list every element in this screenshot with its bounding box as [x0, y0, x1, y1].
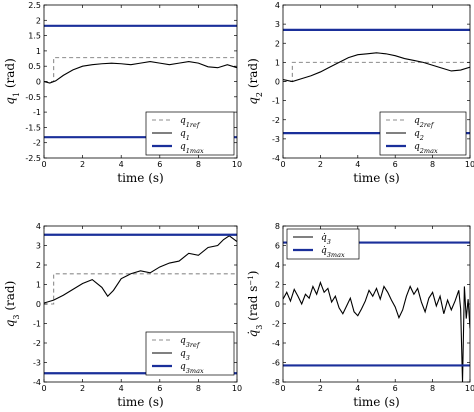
y-tick-label: 0.5 [28, 62, 41, 71]
y-tick-label: 4 [275, 261, 280, 270]
x-axis-label: time (s) [353, 171, 399, 185]
y-axis-label: q1 (rad) [3, 58, 21, 105]
legend-entry: q2 [414, 129, 424, 142]
y-tick-label: -3 [272, 135, 280, 144]
x-tick-label: 4 [119, 160, 124, 169]
legend-entry: q̇3max [321, 246, 345, 259]
y-tick-label: -1.5 [25, 123, 41, 132]
y-tick-label: 1.5 [28, 32, 41, 41]
x-axis-label: time (s) [117, 395, 163, 409]
x-tick-label: 6 [157, 384, 162, 393]
y-tick-label: -1 [33, 320, 41, 329]
legend-entry: q3 [180, 349, 190, 362]
y-tick-label: 8 [275, 222, 280, 231]
y-tick-label: 0 [36, 300, 41, 309]
y-tick-label: -2 [272, 116, 280, 125]
y-tick-label: -4 [272, 154, 280, 163]
y-tick-label: 2 [36, 16, 41, 25]
series-line-q1ref [44, 57, 237, 83]
y-tick-label: 4 [275, 1, 280, 10]
legend-entry: q̇3 [321, 233, 331, 246]
subplot-2: 0 2 4 6 8 10 -4 -3 -2 -1 0 1 2 3 4 time (s) q2 (rad) q2re… [246, 1, 474, 185]
y-axis-label: q2 (rad) [246, 58, 264, 105]
y-tick-label: 2 [36, 261, 41, 270]
y-tick-label: -2 [33, 339, 41, 348]
x-tick-label: 8 [196, 384, 201, 393]
y-tick-label: -6 [272, 359, 280, 368]
y-tick-label: 2 [275, 39, 280, 48]
x-tick-label: 10 [465, 160, 474, 169]
x-tick-label: 10 [465, 384, 474, 393]
y-tick-label: -1 [33, 108, 41, 117]
legend-entry: q1max [180, 142, 204, 155]
y-tick-label: 0 [275, 300, 280, 309]
x-tick-label: 6 [157, 160, 162, 169]
y-tick-label: 6 [275, 242, 280, 251]
y-tick-label: 3 [36, 242, 41, 251]
y-tick-label: 2.5 [28, 1, 41, 10]
subplot-1: 0 2 4 6 8 10 -2.5 -2 -1.5 -1 -0.5 0 0.5 1 1.5 2 2.5 time … [3, 1, 242, 185]
x-tick-label: 2 [80, 384, 85, 393]
x-tick-label: 4 [119, 384, 124, 393]
y-tick-label: -8 [272, 378, 280, 387]
y-tick-label: 4 [36, 222, 41, 231]
y-axis-label: q3 (rad) [3, 281, 21, 328]
x-tick-label: 2 [318, 160, 323, 169]
legend-entry: q2max [414, 142, 438, 155]
x-tick-label: 8 [196, 160, 201, 169]
x-tick-label: 2 [80, 160, 85, 169]
legend-entry: q1 [180, 129, 190, 142]
x-axis-label: time (s) [353, 395, 399, 409]
series-line-q3ref [44, 273, 237, 305]
x-tick-label: 10 [232, 160, 242, 169]
x-tick-label: 0 [41, 160, 46, 169]
y-tick-label: -4 [33, 378, 41, 387]
x-tick-label: 8 [430, 160, 435, 169]
x-tick-label: 2 [318, 384, 323, 393]
x-tick-label: 0 [280, 384, 285, 393]
y-tick-label: 3 [275, 20, 280, 29]
x-tick-label: 0 [280, 160, 285, 169]
subplot-4: 0 2 4 6 8 10 -8 -6 -4 -2 0 2 4 6 8 time (s) q̇3 (rad s−1… [246, 222, 474, 409]
y-tick-label: 0 [36, 78, 41, 87]
subplot-3: 0 2 4 6 8 10 -4 -3 -2 -1 0 1 2 3 4 time (s) q3 (rad) q3re… [3, 222, 242, 409]
y-tick-label: -3 [33, 359, 41, 368]
legend-entry: q1ref [180, 116, 201, 129]
y-axis-label: q̇3 (rad s−1) [246, 271, 264, 338]
legend-entry: q3max [180, 362, 204, 375]
legend-entry: q2ref [414, 116, 435, 129]
series-line-q3 [44, 235, 237, 304]
series-line-q2ref [283, 61, 470, 83]
series-line-q2 [283, 52, 470, 83]
y-tick-label: 0 [275, 78, 280, 87]
x-tick-label: 6 [393, 384, 398, 393]
y-tick-label: -2 [272, 320, 280, 329]
y-tick-label: -0.5 [25, 93, 41, 102]
y-tick-label: 1 [36, 47, 41, 56]
x-tick-label: 4 [355, 160, 360, 169]
y-tick-label: -2.5 [25, 154, 41, 163]
x-tick-label: 0 [41, 384, 46, 393]
y-tick-label: 2 [275, 281, 280, 290]
y-tick-label: 1 [275, 58, 280, 67]
y-tick-label: 1 [36, 281, 41, 290]
y-tick-label: -2 [33, 139, 41, 148]
x-tick-label: 4 [355, 384, 360, 393]
y-tick-label: -4 [272, 339, 280, 348]
y-tick-label: -1 [272, 97, 280, 106]
x-tick-label: 6 [393, 160, 398, 169]
x-tick-label: 8 [430, 384, 435, 393]
x-axis-label: time (s) [117, 171, 163, 185]
series-line-q3 [283, 280, 470, 382]
legend: q̇3q̇3max [286, 228, 360, 260]
x-tick-label: 10 [232, 384, 242, 393]
series-line-q1 [44, 61, 237, 84]
legend-entry: q3ref [180, 336, 201, 349]
